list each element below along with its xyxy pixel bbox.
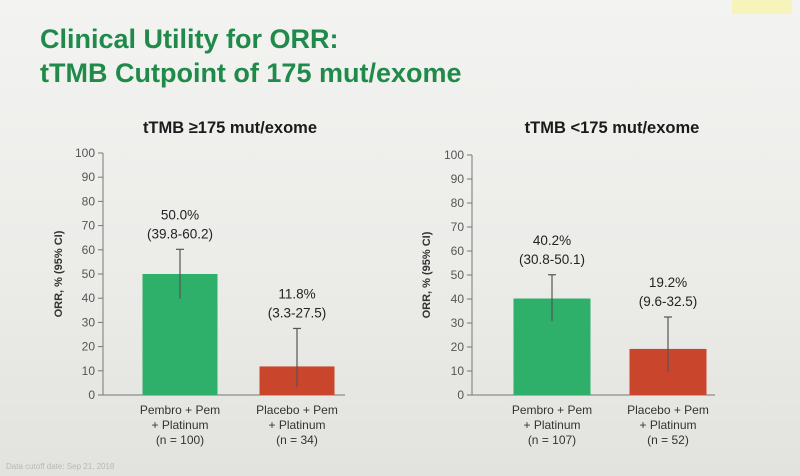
chart-1-ytick-label: 40 [82,291,96,305]
chart-2-ytick-label: 90 [451,172,465,186]
chart-1-category-label-2-line-1: Placebo + Pem [256,403,338,417]
chart-1-ytick-label: 50 [82,267,96,281]
chart-1-category-label-1-line-3: (n = 100) [156,433,204,447]
chart-2-category-label-2-line-1: Placebo + Pem [627,403,709,417]
chart-2-ytick-label: 0 [457,388,464,402]
chart-2-category-label-2-line-2: + Platinum [639,418,696,432]
footnote: Data cutoff date: Sep 21, 2018 [6,462,115,471]
slide-title: Clinical Utility for ORR: tTMB Cutpoint … [40,22,462,90]
chart-1-category-label-1-line-2: + Platinum [151,418,208,432]
chart-2-category-label-1-line-1: Pembro + Pem [512,403,592,417]
chart-1-ci-label-1: (39.8-60.2) [147,226,213,241]
chart-2-ytick-label: 30 [451,316,465,330]
chart-2-ytick-label: 60 [451,244,465,258]
chart-1-category-label-2-line-2: + Platinum [268,418,325,432]
chart-1-ci-label-2: (3.3-27.5) [268,305,327,320]
chart-1-title: tTMB ≥175 mut/exome [143,119,317,137]
chart-2-category-label-1-line-3: (n = 107) [528,433,576,447]
chart-2-ci-label-1: (30.8-50.1) [519,252,585,267]
chart-1-ytick-label: 20 [82,340,96,354]
chart-2-ytick-label: 10 [451,364,465,378]
chart-1-y-axis-label: ORR, % (95% CI) [53,230,65,317]
corner-sticky-note [732,0,792,14]
chart-2-ci-label-2: (9.6-32.5) [639,294,698,309]
chart-1-ytick-label: 70 [82,219,96,233]
chart-2-ytick-label: 50 [451,268,465,282]
chart-2-title: tTMB <175 mut/exome [525,119,700,137]
chart-1-value-label-1: 50.0% [161,207,199,222]
chart-1-ytick-label: 90 [82,170,96,184]
chart-1-ytick-label: 60 [82,243,96,257]
chart-1-category-label-2-line-3: (n = 34) [276,433,318,447]
chart-2-ytick-label: 70 [451,220,465,234]
chart-1-ytick-label: 30 [82,315,96,329]
chart-2-ytick-label: 40 [451,292,465,306]
chart-2-ytick-label: 100 [444,148,464,162]
chart-2-y-axis-label: ORR, % (95% CI) [421,231,433,318]
chart-1-ytick-label: 80 [82,194,96,208]
chart-2-category-label-2-line-3: (n = 52) [647,433,689,447]
chart-1-ytick-label: 100 [75,146,95,160]
chart-1-value-label-2: 11.8% [278,286,315,301]
chart-2-category-label-1-line-2: + Platinum [523,418,580,432]
chart-2-ytick-label: 80 [451,196,465,210]
chart-1-ytick-label: 0 [88,388,95,402]
chart-2-value-label-1: 40.2% [533,233,571,248]
chart-1-category-label-1-line-1: Pembro + Pem [140,403,220,417]
chart-2-value-label-2: 19.2% [649,275,687,290]
chart-2-ytick-label: 20 [451,340,465,354]
chart-1-ytick-label: 10 [82,364,96,378]
slide-title-line-2: tTMB Cutpoint of 175 mut/exome [40,58,462,88]
slide-title-line-1: Clinical Utility for ORR: [40,24,339,54]
